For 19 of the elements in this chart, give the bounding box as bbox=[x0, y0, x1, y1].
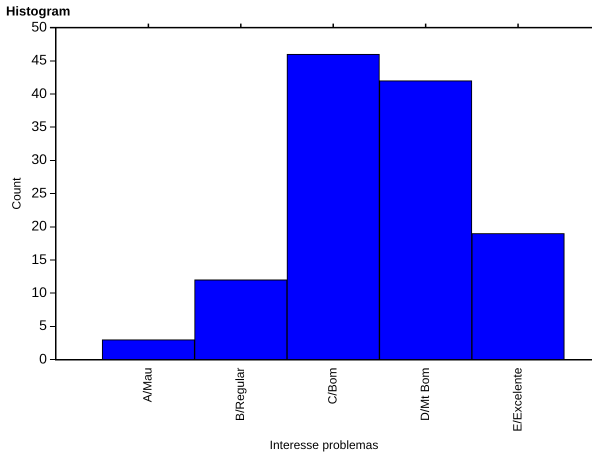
x-tick-label: A/Mau bbox=[140, 368, 155, 402]
x-tick-label: E/Excelente bbox=[510, 367, 524, 432]
y-tick-label: 10 bbox=[31, 284, 48, 300]
y-tick-label: 15 bbox=[31, 250, 48, 267]
x-tick-label: D/Mt Bom bbox=[418, 368, 432, 421]
y-tick-label: 40 bbox=[31, 84, 48, 101]
y-tick-label: 35 bbox=[31, 118, 48, 134]
x-tick-label: B/Regular bbox=[233, 368, 248, 421]
y-tick-label: 5 bbox=[39, 317, 48, 334]
chart-title: Histogram bbox=[6, 3, 70, 18]
x-axis-title: Interesse problemas bbox=[270, 438, 378, 452]
y-tick-label: 30 bbox=[31, 151, 48, 168]
y-tick-label: 0 bbox=[39, 350, 48, 366]
y-tick-label: 25 bbox=[31, 184, 48, 200]
y-tick-label: 45 bbox=[31, 52, 48, 68]
y-axis-title: Count bbox=[10, 176, 24, 210]
y-tick-label: 50 bbox=[31, 18, 48, 34]
x-tick-label: C/Bom bbox=[326, 368, 340, 404]
y-tick-label: 20 bbox=[31, 218, 48, 234]
